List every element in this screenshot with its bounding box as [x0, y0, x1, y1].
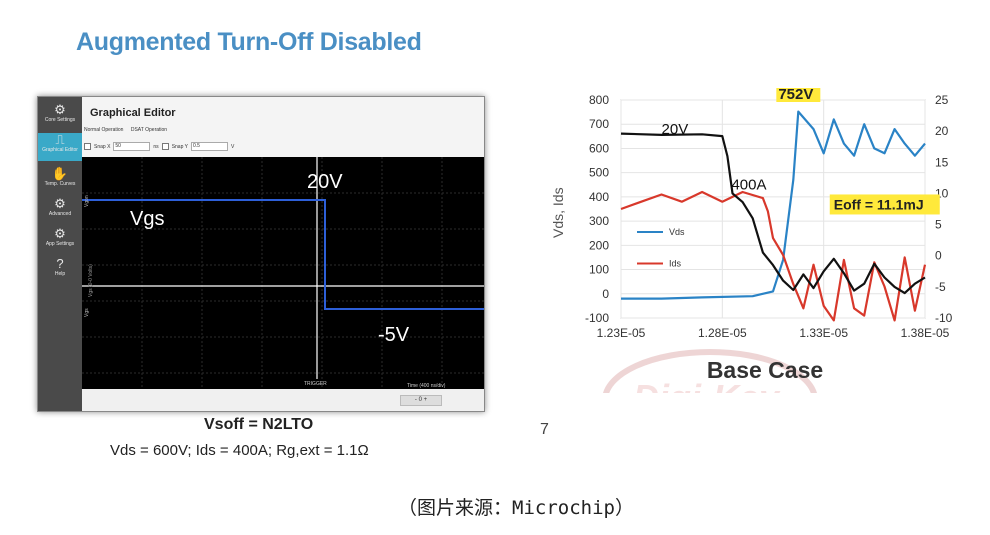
annotation-peak-voltage: 752V: [778, 88, 813, 103]
y-tick-right: 0: [935, 249, 942, 263]
image-source-note: （图片来源：Microchip）: [398, 497, 634, 519]
slide-title: Augmented Turn-Off Disabled: [76, 28, 422, 56]
y-tick-left: 400: [589, 190, 609, 204]
x-tick: 1.23E-05: [597, 326, 646, 340]
snap-y-unit: V: [231, 143, 235, 150]
trigger-label: TRIGGER: [304, 381, 327, 387]
chart-series: [620, 110, 927, 322]
y-tick-right: 15: [935, 155, 949, 169]
y-tick-left: -100: [585, 311, 609, 325]
y-tick-right: 25: [935, 93, 949, 107]
y-tick-left: 300: [589, 214, 609, 228]
help-icon: ?: [56, 256, 64, 271]
series-ids-line: [620, 190, 927, 322]
plot-label-vgs: Vgs: [130, 208, 164, 230]
sidebar-item-temp-curves[interactable]: ✋ Temp. Curves: [38, 167, 82, 193]
snap-x-unit: ns: [153, 143, 159, 150]
snap-y-input[interactable]: 0.5: [191, 142, 228, 151]
y-tick-top: Vgon: [84, 195, 90, 207]
snap-x-input[interactable]: 50: [113, 142, 151, 151]
sidebar-item-label: App Settings: [45, 241, 75, 247]
y-tick-left: 700: [589, 117, 609, 131]
x-tick: 1.28E-05: [698, 326, 747, 340]
plot-label-minus5v: -5V: [378, 324, 410, 346]
curves-icon: ✋: [51, 166, 69, 181]
digikey-watermark-logo: Digi-Key: [603, 349, 817, 393]
tab-dsat-operation[interactable]: DSAT Operation: [130, 127, 168, 133]
chart-title: Base Case: [707, 357, 823, 383]
y-tick-right: 20: [935, 124, 949, 138]
waveform-icon: ⎍: [55, 132, 65, 147]
plot-label-20v: 20V: [307, 171, 343, 193]
chart-ticks: 8007006005004003002001000-1002520151050-…: [585, 93, 953, 340]
y-tick-left: 600: [589, 141, 609, 155]
snap-y-checkbox[interactable]: [161, 143, 169, 150]
x-tick: 1.33E-05: [799, 326, 848, 340]
svg-text:Digi-Key: Digi-Key: [633, 377, 781, 393]
sidebar-item-help[interactable]: ? Help: [38, 257, 82, 283]
y-tick-left: 100: [589, 263, 609, 277]
graphical-editor-window: ⚙ Core Settings ⎍ Graphical Editor ✋ Tem…: [37, 96, 485, 412]
annotation-gate-voltage: 20V: [662, 121, 689, 138]
gate-waveform-plot[interactable]: Vgon Vgs Vgs (0-0 Volts) Vgs 20V -5V TRI…: [82, 157, 484, 389]
annotation-current: 400A: [731, 177, 766, 194]
snap-x-checkbox[interactable]: [84, 143, 91, 150]
annotation-energy: Eoff = 11.1mJ: [834, 196, 924, 212]
page-number: 7: [540, 421, 549, 438]
y-tick-left: 800: [589, 93, 609, 107]
y-tick-bottom: Vgs: [84, 308, 90, 317]
operation-tabs: Normal Operation DSAT Operation: [84, 127, 173, 133]
y-tick-left: 0: [602, 287, 609, 301]
y-tick-right: -5: [935, 280, 946, 294]
sidebar-item-label: Advanced: [48, 211, 72, 217]
vgs-trace[interactable]: [82, 199, 484, 310]
snap-y-label: Snap Y: [171, 143, 188, 150]
advanced-icon: ⚙: [54, 196, 66, 211]
legend-vds-label: Vds: [669, 227, 685, 237]
energy-highlight: [829, 194, 940, 215]
sidebar-item-label: Graphical Editor: [42, 147, 78, 153]
sidebar-item-advanced[interactable]: ⚙ Advanced: [38, 197, 82, 223]
slide: Augmented Turn-Off Disabled ⚙ Core Setti…: [37, 28, 953, 459]
y-tick-left: 500: [589, 166, 609, 180]
editor-sidebar: ⚙ Core Settings ⎍ Graphical Editor ✋ Tem…: [38, 97, 82, 411]
snap-x-label: Snap X: [94, 143, 111, 150]
plot-y-axis-label: Vgs (0-0 Volts): [88, 264, 94, 297]
app-settings-icon: ⚙: [54, 226, 66, 241]
sidebar-item-label: Core Settings: [44, 117, 76, 123]
editor-footer: - 0 +: [82, 389, 484, 411]
sidebar-item-core-settings[interactable]: ⚙ Core Settings: [38, 103, 82, 131]
sidebar-item-graphical-editor[interactable]: ⎍ Graphical Editor: [38, 133, 82, 161]
zoom-control[interactable]: - 0 +: [400, 395, 442, 406]
editor-header: Graphical Editor Normal Operation DSAT O…: [82, 97, 484, 158]
peak-highlight: [776, 88, 821, 102]
legend-ids-label: Ids: [669, 259, 682, 269]
gate-waveform-svg: Vgon Vgs Vgs (0-0 Volts) Vgs 20V -5V TRI…: [82, 157, 484, 389]
editor-title: Graphical Editor: [90, 107, 176, 119]
sidebar-item-app-settings[interactable]: ⚙ App Settings: [38, 227, 82, 253]
snap-controls: Snap X 50 ns Snap Y 0.5 V: [84, 142, 234, 151]
tab-normal-operation[interactable]: Normal Operation: [84, 127, 124, 133]
y-tick-left: 200: [589, 238, 609, 252]
plot-x-axis-label: Time (400 ns/div): [407, 383, 446, 389]
plot-grid: [82, 157, 484, 389]
caption-sub: Vds = 600V; Ids = 400A; Rg,ext = 1.1Ω: [110, 442, 369, 459]
gear-icon: ⚙: [54, 102, 66, 117]
sidebar-item-label: Temp. Curves: [44, 181, 76, 187]
caption-main: Vsoff = N2LTO: [204, 416, 314, 433]
chart-y-axis-label: Vds, Ids: [550, 187, 566, 238]
series-vds-line: [621, 110, 926, 300]
y-tick-right: -10: [935, 311, 953, 325]
sidebar-item-label: Help: [54, 271, 66, 277]
base-case-chart: Digi-Key 8007006005004003002001000-10025…: [550, 88, 953, 393]
x-tick: 1.38E-05: [901, 326, 950, 340]
y-tick-right: 5: [935, 218, 942, 232]
series-vgs-line: [620, 132, 926, 295]
